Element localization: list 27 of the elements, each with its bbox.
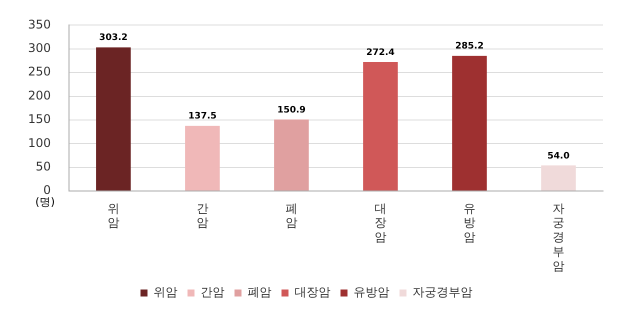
- x-tick-label: 유방암: [463, 201, 476, 244]
- data-label: 150.9: [277, 105, 306, 116]
- x-tick-label: 폐암: [285, 201, 298, 230]
- x-tick-label: 위암: [107, 201, 120, 230]
- legend-label: 유방암: [354, 285, 390, 300]
- x-tick-label: 대장암: [374, 201, 386, 244]
- data-label: 272.4: [366, 48, 395, 58]
- y-tick-label: 0: [43, 183, 51, 198]
- y-tick-label: 100: [28, 136, 51, 150]
- y-tick-label: 300: [28, 41, 51, 56]
- y-tick-label: 50: [36, 159, 51, 174]
- data-label: 303.2: [99, 33, 128, 44]
- y-tick-label: 200: [28, 88, 51, 102]
- data-label: 54.0: [547, 151, 570, 162]
- data-label: 137.5: [188, 112, 217, 122]
- legend-label: 자궁경부암: [412, 285, 472, 300]
- y-axis-title: (명): [35, 195, 55, 208]
- y-tick-label: 250: [28, 64, 51, 79]
- x-tick-label: 자궁경부암: [552, 201, 564, 273]
- legend-label: 위암: [154, 285, 178, 300]
- legend-label: 폐암: [248, 285, 272, 300]
- y-tick-label: 150: [28, 112, 51, 126]
- y-tick-label: 350: [28, 17, 51, 32]
- data-label: 285.2: [455, 42, 484, 52]
- x-tick-label: 간암: [196, 201, 208, 230]
- legend-label: 대장암: [294, 285, 330, 300]
- legend-label: 간암: [200, 285, 224, 300]
